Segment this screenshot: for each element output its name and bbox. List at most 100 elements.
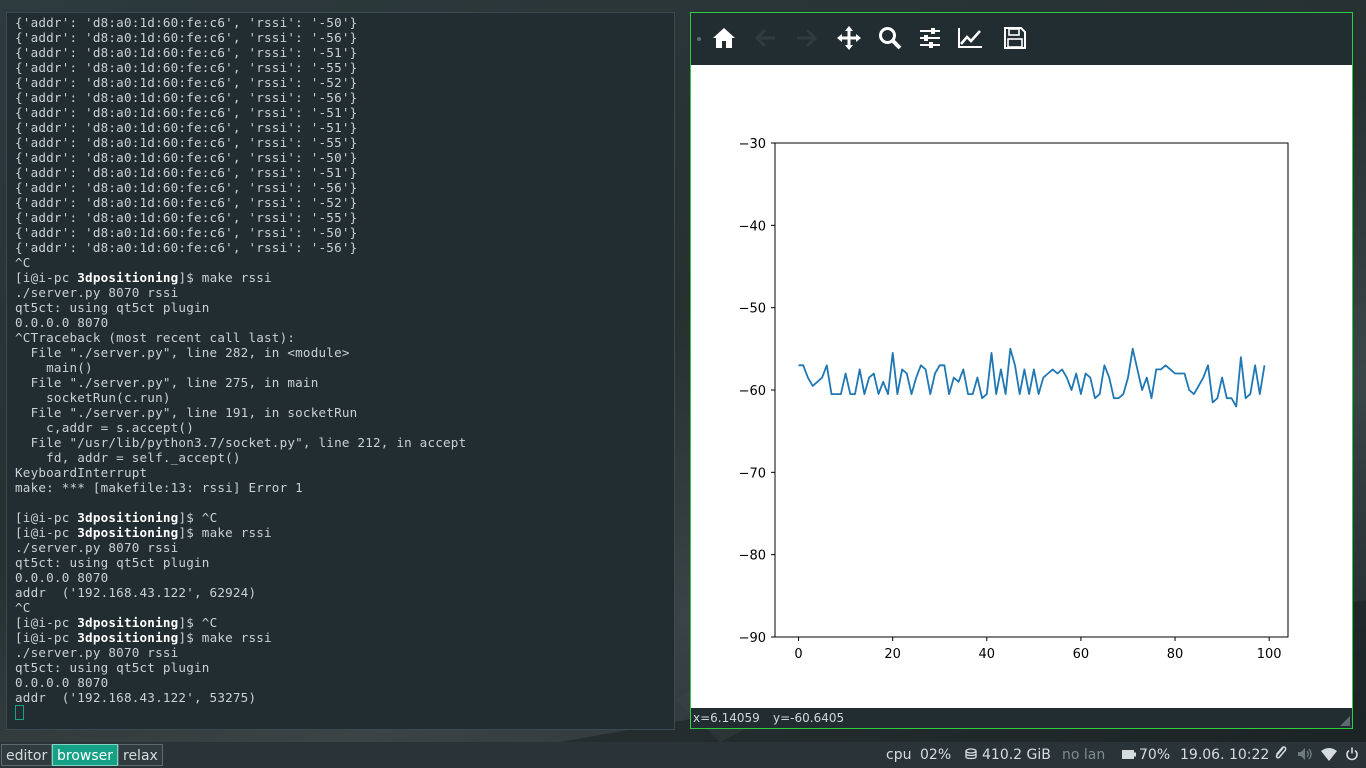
terminal-output-line: qt5ct: using qt5ct plugin <box>15 300 210 315</box>
terminal-prompt-line: [i@i-pc 3dpositioning]$ ^C <box>15 615 674 630</box>
terminal-output-line: {'addr': 'd8:a0:1d:60:fe:c6', 'rssi': '-… <box>15 75 358 90</box>
terminal-output-line: qt5ct: using qt5ct plugin <box>15 555 210 570</box>
terminal-output-line: {'addr': 'd8:a0:1d:60:fe:c6', 'rssi': '-… <box>15 240 358 255</box>
terminal-output-line: socketRun(c.run) <box>15 390 171 405</box>
workspace-editor[interactable]: editor <box>1 744 53 766</box>
wifi-icon[interactable] <box>1321 742 1337 768</box>
edit-curve-button[interactable] <box>957 25 983 51</box>
save-button[interactable] <box>1002 25 1028 51</box>
y-tick-label: −40 <box>739 219 766 234</box>
terminal-output-line: File "/usr/lib/python3.7/socket.py", lin… <box>15 435 467 450</box>
cpu-value: 02% <box>920 747 952 763</box>
terminal-output-line: addr ('192.168.43.122', 53275) <box>15 690 257 705</box>
terminal-output-line: {'addr': 'd8:a0:1d:60:fe:c6', 'rssi': '-… <box>15 225 358 240</box>
y-tick-label: −30 <box>739 137 766 152</box>
prompt-directory: 3dpositioning <box>77 630 179 645</box>
y-tick-label: −50 <box>739 302 766 317</box>
terminal-output-line: File "./server.py", line 275, in main <box>15 375 319 390</box>
terminal-input-line[interactable] <box>15 705 674 720</box>
back-arrow-icon <box>755 28 775 48</box>
terminal-output-line: {'addr': 'd8:a0:1d:60:fe:c6', 'rssi': '-… <box>15 45 358 60</box>
terminal-output-line: {'addr': 'd8:a0:1d:60:fe:c6', 'rssi': '-… <box>15 90 358 105</box>
terminal-output-line: ^C <box>15 600 31 615</box>
plot-canvas[interactable]: 0 20 40 60 80 100 −30 −40 −50 −60 −70 −80 −90 <box>691 65 1352 708</box>
text-cursor <box>15 705 24 720</box>
resize-grip-icon[interactable] <box>1340 716 1350 726</box>
edit-curve-icon <box>958 28 982 48</box>
terminal-output-line: {'addr': 'd8:a0:1d:60:fe:c6', 'rssi': '-… <box>15 180 358 195</box>
prompt-user-host: [i@i-pc <box>15 615 78 630</box>
terminal-output-line: addr ('192.168.43.122', 62924) <box>15 585 257 600</box>
terminal-output-line: {'addr': 'd8:a0:1d:60:fe:c6', 'rssi': '-… <box>15 105 358 120</box>
subplots-sliders-icon <box>920 28 940 48</box>
clock[interactable]: 19.06. 10:22 <box>1180 747 1270 763</box>
terminal-output-line: File "./server.py", line 282, in <module… <box>15 345 350 360</box>
terminal-output-line: ./server.py 8070 rssi <box>15 540 179 555</box>
prompt-command: ]$ make rssi <box>178 630 272 645</box>
home-button[interactable] <box>711 25 737 51</box>
back-button[interactable] <box>753 25 779 51</box>
terminal-prompt-line: [i@i-pc 3dpositioning]$ make rssi <box>15 270 674 285</box>
pan-button[interactable] <box>836 25 862 51</box>
disk-free-value: 410.2 GiB <box>982 747 1051 763</box>
terminal-output-line: {'addr': 'd8:a0:1d:60:fe:c6', 'rssi': '-… <box>15 15 358 30</box>
zoom-magnifier-icon <box>879 27 902 50</box>
prompt-command: ]$ make rssi <box>178 270 272 285</box>
pan-move-icon <box>837 26 861 50</box>
plot-statusbar: x=6.14059 y=-60.6405 <box>691 708 1352 728</box>
plot-window[interactable]: 0 20 40 60 80 100 −30 −40 −50 −60 −70 −80 −90 x=6.14… <box>690 12 1353 729</box>
prompt-directory: 3dpositioning <box>77 615 179 630</box>
terminal-output-line: {'addr': 'd8:a0:1d:60:fe:c6', 'rssi': '-… <box>15 30 358 45</box>
home-icon <box>713 28 735 48</box>
power-icon[interactable] <box>1345 742 1359 768</box>
prompt-user-host: [i@i-pc <box>15 270 78 285</box>
terminal-output-line: ./server.py 8070 rssi <box>15 285 179 300</box>
paperclip-icon[interactable] <box>1273 742 1287 768</box>
prompt-command: ]$ ^C <box>178 510 218 525</box>
battery-value: 70% <box>1139 747 1171 763</box>
terminal-output-line: make: *** [makefile:13: rssi] Error 1 <box>15 480 303 495</box>
toolbar-handle[interactable] <box>697 37 701 41</box>
terminal-output-line: main() <box>15 360 93 375</box>
subplots-button[interactable] <box>917 25 943 51</box>
rssi-series-line <box>798 347 1266 408</box>
workspace-relax[interactable]: relax <box>118 744 163 766</box>
zoom-button[interactable] <box>877 25 903 51</box>
x-tick-label: 100 <box>1257 647 1282 662</box>
terminal-output-line: KeyboardInterrupt <box>15 465 148 480</box>
x-coordinate-readout: x=6.14059 <box>693 711 760 725</box>
terminal-prompt-line: [i@i-pc 3dpositioning]$ make rssi <box>15 630 674 645</box>
x-tick-label: 60 <box>1073 647 1090 662</box>
x-tick-label: 0 <box>794 647 802 662</box>
x-tick-label: 40 <box>979 647 996 662</box>
cpu-label: cpu <box>886 747 912 763</box>
volume-icon[interactable] <box>1297 742 1313 768</box>
terminal-output-line: {'addr': 'd8:a0:1d:60:fe:c6', 'rssi': '-… <box>15 195 358 210</box>
y-tick-label: −70 <box>739 466 766 481</box>
prompt-directory: 3dpositioning <box>77 525 179 540</box>
y-tick-label: −90 <box>739 631 766 646</box>
prompt-directory: 3dpositioning <box>77 270 179 285</box>
workspace-browser[interactable]: browser <box>52 744 119 766</box>
terminal-output-line: fd, addr = self._accept() <box>15 450 241 465</box>
terminal-output-line: {'addr': 'd8:a0:1d:60:fe:c6', 'rssi': '-… <box>15 120 358 135</box>
forward-button[interactable] <box>793 25 819 51</box>
taskbar: editor browser relax cpu 02% 410.2 GiB n… <box>0 742 1366 768</box>
terminal-window[interactable]: {'addr': 'd8:a0:1d:60:fe:c6', 'rssi': '-… <box>6 12 675 730</box>
plot-toolbar <box>691 13 1352 65</box>
terminal-output-line <box>15 495 674 510</box>
save-floppy-icon <box>1004 27 1026 49</box>
prompt-command: ]$ make rssi <box>178 525 272 540</box>
terminal-output-line: {'addr': 'd8:a0:1d:60:fe:c6', 'rssi': '-… <box>15 135 358 150</box>
terminal-output-line: qt5ct: using qt5ct plugin <box>15 660 210 675</box>
forward-arrow-icon <box>797 28 817 48</box>
terminal-output-line: ./server.py 8070 rssi <box>15 645 179 660</box>
terminal-output-line: 0.0.0.0 8070 <box>15 675 109 690</box>
line-chart: 0 20 40 60 80 100 −30 −40 −50 −60 −70 −80 −90 <box>739 137 1289 662</box>
terminal-output-line: c,addr = s.accept() <box>15 420 194 435</box>
prompt-directory: 3dpositioning <box>77 510 179 525</box>
y-tick-label: −80 <box>739 549 766 564</box>
terminal-output-line: {'addr': 'd8:a0:1d:60:fe:c6', 'rssi': '-… <box>15 150 358 165</box>
y-tick-label: −60 <box>739 384 766 399</box>
terminal-output-line: ^C <box>15 255 31 270</box>
